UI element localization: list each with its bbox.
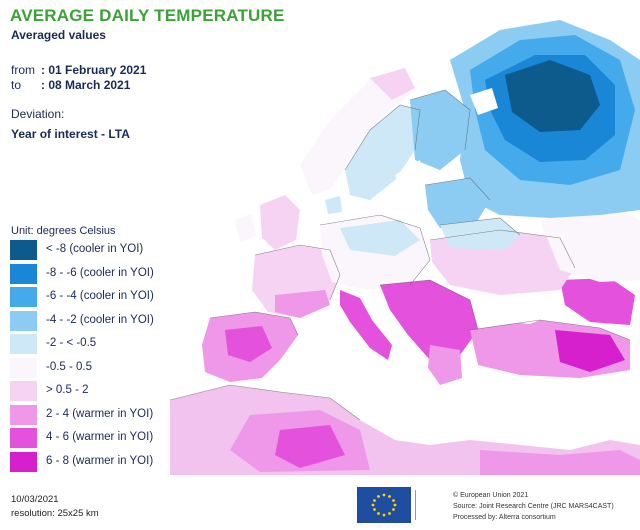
balkans-region [380,280,478,360]
period-from-label: from [11,63,35,77]
period-from-value: : 01 February 2021 [41,63,147,77]
credit-processed: Processed by: Alterra consortium [453,514,556,521]
legend-swatch [10,381,37,401]
issue-date: 10/03/2021 [11,494,59,505]
legend-swatch [10,334,37,354]
legend-item: > 0.5 - 2 [10,379,170,403]
denmark [325,196,342,214]
legend-unit: Unit: degrees Celsius [11,225,116,237]
legend-label: -0.5 - 0.5 [46,360,93,373]
libya-egypt-region [480,450,640,475]
legend-item: -6 - -4 (cooler in YOI) [10,285,170,309]
legend-item: 2 - 4 (warmer in YOI) [10,403,170,427]
iberia-hot-patch [225,326,272,362]
legend-label: -2 - < -0.5 [46,337,97,349]
turkey-hot-patch [555,330,625,372]
legend-swatch [10,263,37,284]
legend-swatch [10,451,37,472]
italy-region [340,290,392,360]
legend-swatch [10,404,37,425]
map-subtitle: Averaged values [11,28,106,42]
finland-region [410,90,470,170]
legend-label: 4 - 6 (warmer in YOI) [46,431,154,443]
eu-flag-logo [357,487,411,523]
deviation-label: Deviation: [11,107,65,121]
south-russia-region [540,210,640,282]
british-isles [260,195,300,250]
legend-label: -6 - -4 (cooler in YOI) [46,290,154,302]
credit-copyright: © European Union 2021 [453,492,529,499]
ireland [235,214,256,242]
map-title: AVERAGE DAILY TEMPERATURE [10,6,285,25]
legend-label: -8 - -6 (cooler in YOI) [46,266,154,279]
central-europe-cool [340,220,420,256]
north-africa-hot-patch [275,425,345,468]
country-borders [169,89,631,421]
russia-extreme-cold-core [505,60,600,132]
belarus-region [440,218,520,250]
legend-label: -4 - -2 (cooler in YOI) [46,313,154,326]
sweden-region [345,105,420,200]
deviation-value: Year of interest - LTA [11,127,130,141]
legend-label: 2 - 4 (warmer in YOI) [46,407,154,420]
france-warm-south [275,290,330,318]
caucasus-region [560,278,635,325]
period-from: from : 01 February 2021 [11,63,146,78]
period-to-value: : 08 March 2021 [41,78,131,92]
legend-item: < -8 (cooler in YOI) [10,238,170,262]
credit-source: Source: Joint Research Centre (JRC MARS4… [453,503,614,510]
legend-swatch [10,428,37,448]
resolution: resolution: 25x25 km [11,508,99,519]
legend-item: -4 - -2 (cooler in YOI) [10,309,170,333]
legend-swatch [10,240,37,260]
period-to-label: to [11,78,22,92]
legend-item: 4 - 6 (warmer in YOI) [10,426,170,450]
greece-region [428,345,462,385]
legend-label: < -8 (cooler in YOI) [46,243,144,255]
legend-label: 6 - 8 (warmer in YOI) [46,454,154,467]
legend: < -8 (cooler in YOI) -8 - -6 (cooler in … [10,238,170,473]
white-sea [470,88,498,115]
period-to: to : 08 March 2021 [11,78,146,93]
legend-item: -0.5 - 0.5 [10,356,170,380]
legend-item: -8 - -6 (cooler in YOI) [10,262,170,286]
black-sea [480,296,560,324]
period-block: from : 01 February 2021 to : 08 March 2021 [11,63,146,93]
norway-region [300,70,415,195]
legend-swatch [10,287,37,307]
legend-item: -2 - < -0.5 [10,332,170,356]
legend-swatch [10,310,37,331]
legend-item: 6 - 8 (warmer in YOI) [10,450,170,474]
legend-swatch [10,357,37,378]
baltic-sea [395,160,428,205]
logo-separator [415,490,416,520]
norway-pink-coast [370,68,415,100]
credits-block: © European Union 2021 Source: Joint Rese… [453,490,614,523]
legend-label: > 0.5 - 2 [46,384,89,396]
